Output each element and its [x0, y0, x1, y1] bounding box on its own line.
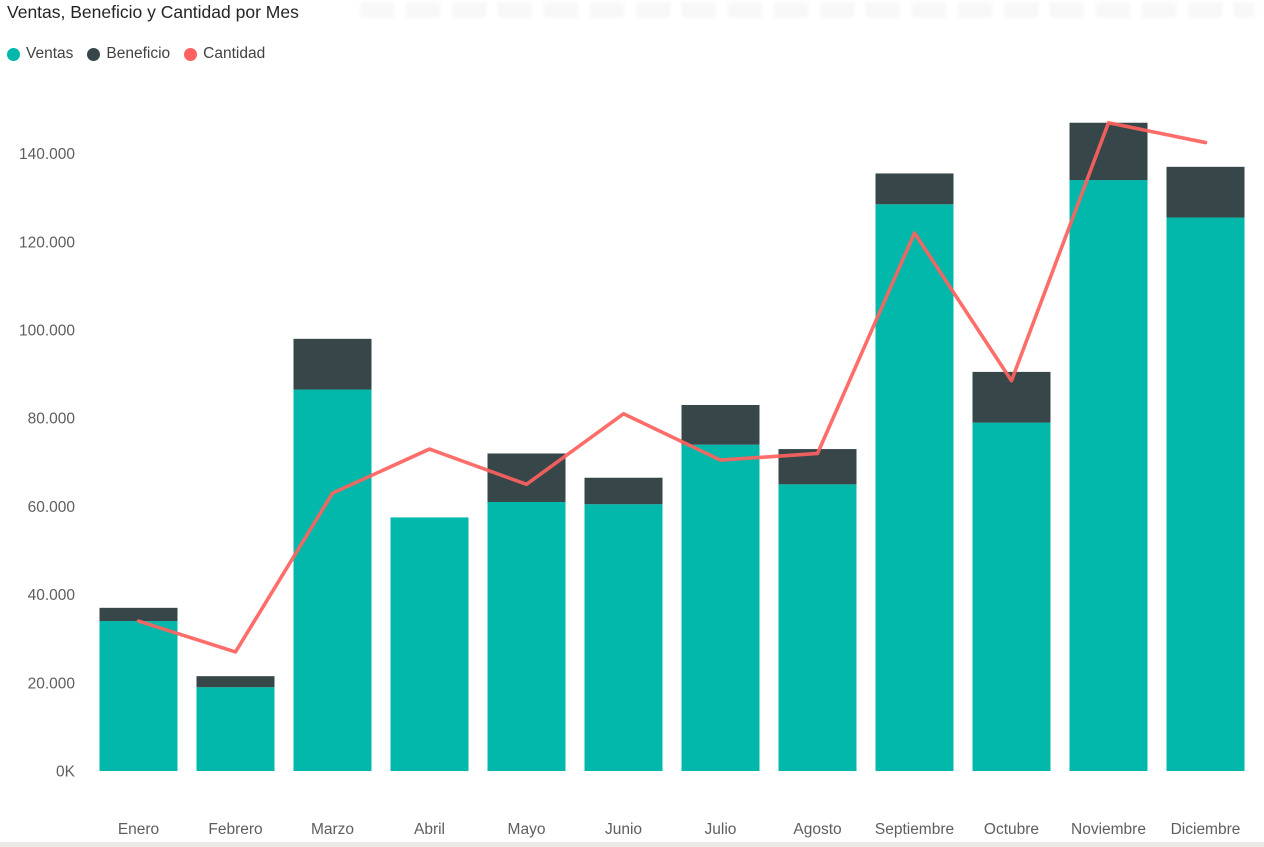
background-artifact	[360, 2, 1255, 18]
legend-label: Cantidad	[203, 45, 266, 62]
bar-segment-ventas-octubre[interactable]	[972, 422, 1051, 771]
bar-segment-ventas-enero[interactable]	[99, 621, 178, 771]
bar-segment-ventas-agosto[interactable]	[778, 484, 857, 771]
bar-segment-ventas-septiembre[interactable]	[875, 204, 954, 771]
x-axis-label-julio: Julio	[705, 821, 737, 838]
x-axis-label-agosto: Agosto	[793, 821, 841, 838]
bar-segment-ventas-diciembre[interactable]	[1166, 217, 1245, 772]
y-axis-tick-label: 100.000	[19, 323, 75, 340]
bar-segment-beneficio-junio[interactable]	[584, 477, 663, 505]
x-axis-label-febrero: Febrero	[208, 821, 262, 838]
y-axis-tick-label: 20.000	[28, 675, 76, 692]
x-axis-label-junio: Junio	[605, 821, 642, 838]
bar-segment-ventas-junio[interactable]	[584, 504, 663, 771]
bar-segment-ventas-febrero[interactable]	[196, 687, 275, 771]
bar-segment-beneficio-mayo[interactable]	[487, 453, 566, 502]
bottom-border	[0, 842, 1264, 847]
legend-label: Ventas	[26, 45, 74, 62]
x-axis-label-abril: Abril	[414, 821, 445, 838]
bar-segment-ventas-abril[interactable]	[390, 517, 469, 771]
beneficio-legend-dot-icon	[87, 47, 101, 61]
legend-label: Beneficio	[106, 45, 171, 62]
chart-title: Ventas, Beneficio y Cantidad por Mes	[7, 2, 299, 22]
cantidad-line[interactable]	[136, 120, 1208, 654]
bar-segment-ventas-marzo[interactable]	[293, 389, 372, 771]
y-axis-tick-label: 140.000	[19, 146, 75, 163]
cantidad-legend-dot-icon	[184, 47, 198, 61]
bar-segment-ventas-mayo[interactable]	[487, 501, 566, 771]
chart-legend: Ventas Beneficio Cantidad	[7, 45, 265, 63]
x-axis-label-septiembre: Septiembre	[875, 821, 954, 838]
y-axis-tick-label: 120.000	[19, 234, 75, 251]
bar-segment-ventas-julio[interactable]	[681, 444, 760, 771]
x-axis-label-noviembre: Noviembre	[1071, 821, 1146, 838]
x-axis-label-mayo: Mayo	[508, 821, 546, 838]
x-axis-label-enero: Enero	[118, 821, 159, 838]
x-axis-label-octubre: Octubre	[984, 821, 1039, 838]
x-axis-label-diciembre: Diciembre	[1171, 821, 1241, 838]
bar-segment-beneficio-febrero[interactable]	[196, 676, 275, 688]
y-axis-tick-label: 80.000	[28, 411, 76, 428]
ventas-legend-dot-icon	[7, 47, 20, 61]
legend-item-beneficio[interactable]: Beneficio	[87, 45, 170, 63]
bar-segment-beneficio-noviembre[interactable]	[1069, 122, 1148, 181]
x-axis-label-marzo: Marzo	[311, 821, 354, 838]
y-axis-tick-label: 40.000	[28, 587, 76, 604]
bar-segment-beneficio-julio[interactable]	[681, 404, 760, 445]
bar-segment-ventas-noviembre[interactable]	[1069, 180, 1148, 771]
legend-item-ventas[interactable]: Ventas	[7, 45, 73, 63]
bar-segment-beneficio-enero[interactable]	[99, 607, 178, 622]
bar-segment-beneficio-marzo[interactable]	[293, 338, 372, 390]
bar-segment-beneficio-diciembre[interactable]	[1166, 166, 1245, 218]
y-axis-tick-label: 0K	[56, 764, 76, 781]
legend-item-cantidad[interactable]: Cantidad	[184, 45, 265, 63]
bar-segment-beneficio-septiembre[interactable]	[875, 173, 954, 205]
y-axis-tick-label: 60.000	[28, 499, 76, 516]
